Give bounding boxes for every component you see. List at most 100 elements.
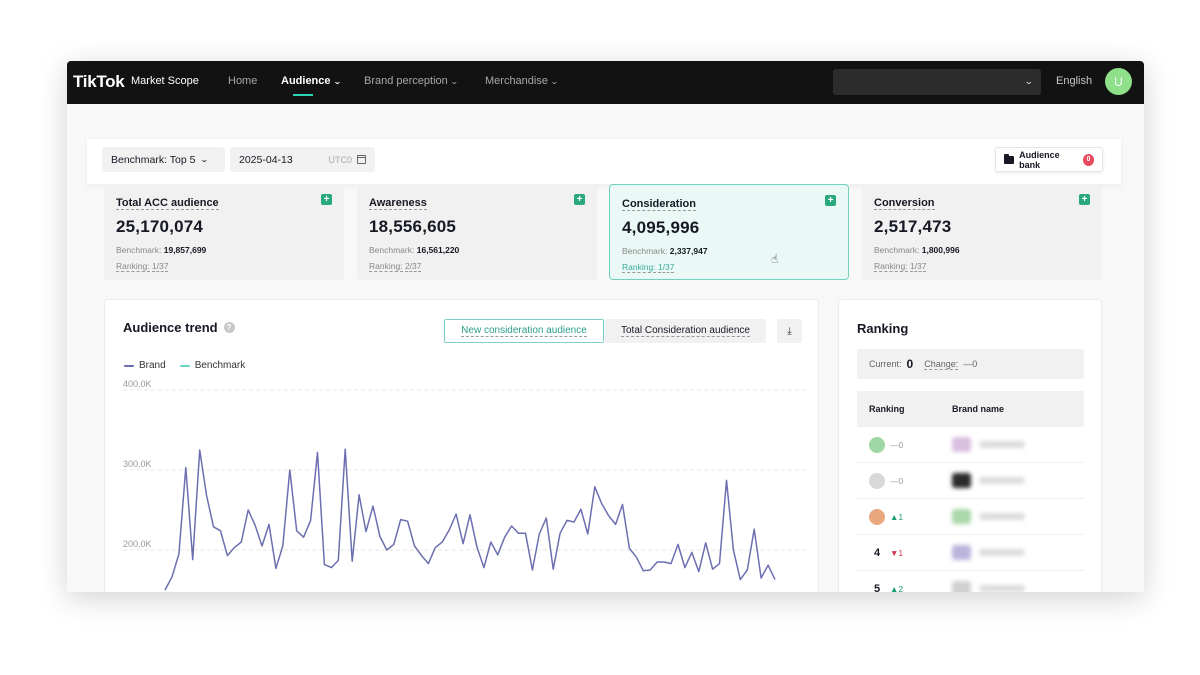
ranking-row[interactable]: —0 [857, 427, 1084, 463]
info-icon[interactable]: ? [223, 322, 235, 333]
brand-cell [952, 545, 1025, 560]
download-button[interactable]: ⤓ [777, 319, 802, 343]
y-tick-label: 300.0K [123, 459, 152, 469]
app-window: TikTok Market Scope Home Audience ⌄ Bran… [67, 61, 1144, 592]
add-icon[interactable]: + [825, 195, 836, 206]
brand-cell [952, 509, 1025, 524]
chevron-down-icon: ⌄ [332, 76, 342, 86]
medal-icon [869, 436, 885, 453]
metric-benchmark: Benchmark: 2,337,947 [622, 246, 708, 256]
ranking-current-value: 0 [906, 357, 914, 371]
metric-benchmark: Benchmark: 1,800,996 [874, 245, 960, 255]
nav-merchandise[interactable]: Merchandise ⌄ [485, 75, 559, 87]
brand-name-blurred [979, 441, 1025, 448]
legend-swatch [124, 364, 134, 367]
col-brand-name: Brand name [952, 404, 1005, 414]
brand-name-blurred [979, 513, 1025, 520]
metric-card-conversion[interactable]: Conversion + 2,517,473 Benchmark: 1,800,… [862, 184, 1102, 280]
ranking-current: Current: 0 Change: —0 [857, 349, 1084, 379]
brand-select-dropdown[interactable]: ⌄ [833, 69, 1041, 95]
add-icon[interactable]: + [321, 194, 332, 205]
brand-logo [952, 545, 971, 560]
user-avatar[interactable]: U [1105, 68, 1132, 95]
audience-bank-count-badge: 0 [1082, 153, 1094, 166]
ranking-row[interactable]: 5 ▲2 [857, 571, 1084, 592]
nav-home-label: Home [228, 75, 258, 87]
metric-value: 25,170,074 [116, 217, 204, 236]
metric-card-awareness[interactable]: Awareness + 18,556,605 Benchmark: 16,561… [357, 184, 597, 280]
metric-benchmark: Benchmark: 16,561,220 [369, 245, 460, 255]
brand-logo [952, 473, 971, 488]
ranking-panel: Ranking Current: 0 Change: —0 Ranking Br… [838, 299, 1102, 592]
legend-benchmark[interactable]: Benchmark [179, 360, 245, 371]
brand-logo [952, 509, 971, 524]
metric-ranking: Ranking: 1/37 [874, 261, 927, 272]
chevron-down-icon: ⌄ [449, 76, 459, 86]
legend-swatch [179, 364, 190, 367]
brand-logo [952, 581, 971, 592]
add-icon[interactable]: + [574, 194, 585, 205]
benchmark-label: Benchmark: Top 5 [111, 153, 196, 166]
y-tick-label: 200.0K [123, 539, 152, 549]
metric-title: Consideration [622, 198, 696, 211]
active-nav-indicator [293, 94, 313, 96]
rank-number: 5 [873, 582, 881, 593]
mouse-cursor-icon: ☝ [771, 252, 779, 266]
add-icon[interactable]: + [1079, 194, 1090, 205]
audience-bank-button[interactable]: Audience bank 0 [995, 147, 1103, 172]
rank-change: ▲2 [890, 583, 904, 593]
download-icon: ⤓ [787, 325, 792, 337]
chevron-down-icon: ⌄ [200, 155, 210, 164]
audience-trend-panel: Audience trend ? New consideration audie… [104, 299, 819, 592]
ranking-row[interactable]: 4 ▼1 [857, 535, 1084, 571]
series-line-brand[interactable] [164, 448, 776, 591]
metric-title: Awareness [369, 197, 427, 210]
metric-ranking: Ranking: 2/37 [369, 261, 422, 272]
language-switch[interactable]: English [1056, 75, 1093, 87]
nav-audience[interactable]: Audience ⌄ [281, 75, 342, 87]
tab-total-consideration[interactable]: Total Consideration audience [605, 319, 766, 343]
metric-value: 18,556,605 [369, 217, 457, 236]
date-picker[interactable]: 2025-04-13 UTC0 [230, 147, 375, 172]
brand-cell [952, 473, 1025, 488]
metric-card-total-acc[interactable]: Total ACC audience + 25,170,074 Benchmar… [104, 184, 344, 280]
brand-cell [952, 437, 1025, 452]
ranking-change-value: —0 [963, 359, 978, 369]
metric-ranking: Ranking: 1/37 [116, 261, 169, 272]
nav-brand-perception[interactable]: Brand perception ⌄ [364, 75, 459, 87]
metric-value: 4,095,996 [622, 218, 700, 237]
tab-new-consideration[interactable]: New consideration audience [444, 319, 604, 343]
ranking-row[interactable]: —0 [857, 463, 1084, 499]
audience-trend-title: Audience trend ? [123, 320, 235, 335]
medal-icon [869, 472, 885, 489]
rank-change: ▲1 [890, 511, 904, 522]
metric-benchmark: Benchmark: 19,857,699 [116, 245, 207, 255]
rank-change: —0 [890, 475, 904, 486]
benchmark-select[interactable]: Benchmark: Top 5 ⌄ [102, 147, 225, 172]
nav-merchandise-label: Merchandise [485, 75, 548, 87]
chart-legend: Brand Benchmark [124, 360, 245, 371]
timezone-label: UTC0 [328, 154, 352, 165]
nav-home[interactable]: Home [228, 75, 257, 87]
legend-brand[interactable]: Brand [124, 360, 166, 371]
brand-name-blurred [979, 585, 1025, 592]
calendar-icon [357, 155, 366, 164]
chevron-down-icon: ⌄ [549, 76, 559, 86]
folder-icon [1004, 153, 1015, 164]
metric-value: 2,517,473 [874, 217, 952, 236]
tiktok-logo[interactable]: TikTok [73, 72, 125, 91]
brand-logo [952, 437, 971, 452]
ranking-row[interactable]: ▲1 [857, 499, 1084, 535]
top-nav: TikTok Market Scope Home Audience ⌄ Bran… [67, 61, 1144, 104]
ranking-title: Ranking [857, 321, 909, 336]
brand-cell [952, 581, 1025, 592]
filter-bar: Benchmark: Top 5 ⌄ 2025-04-13 UTC0 Audie… [87, 139, 1121, 184]
y-tick-label: 400.0K [123, 379, 152, 389]
medal-icon [869, 508, 885, 525]
col-ranking: Ranking [869, 404, 905, 414]
date-value: 2025-04-13 [239, 153, 293, 166]
ranking-table-header: Ranking Brand name [857, 391, 1084, 427]
metric-card-consideration[interactable]: Consideration + 4,095,996 Benchmark: 2,3… [609, 184, 849, 280]
metric-ranking: Ranking: 1/37 [622, 262, 675, 273]
